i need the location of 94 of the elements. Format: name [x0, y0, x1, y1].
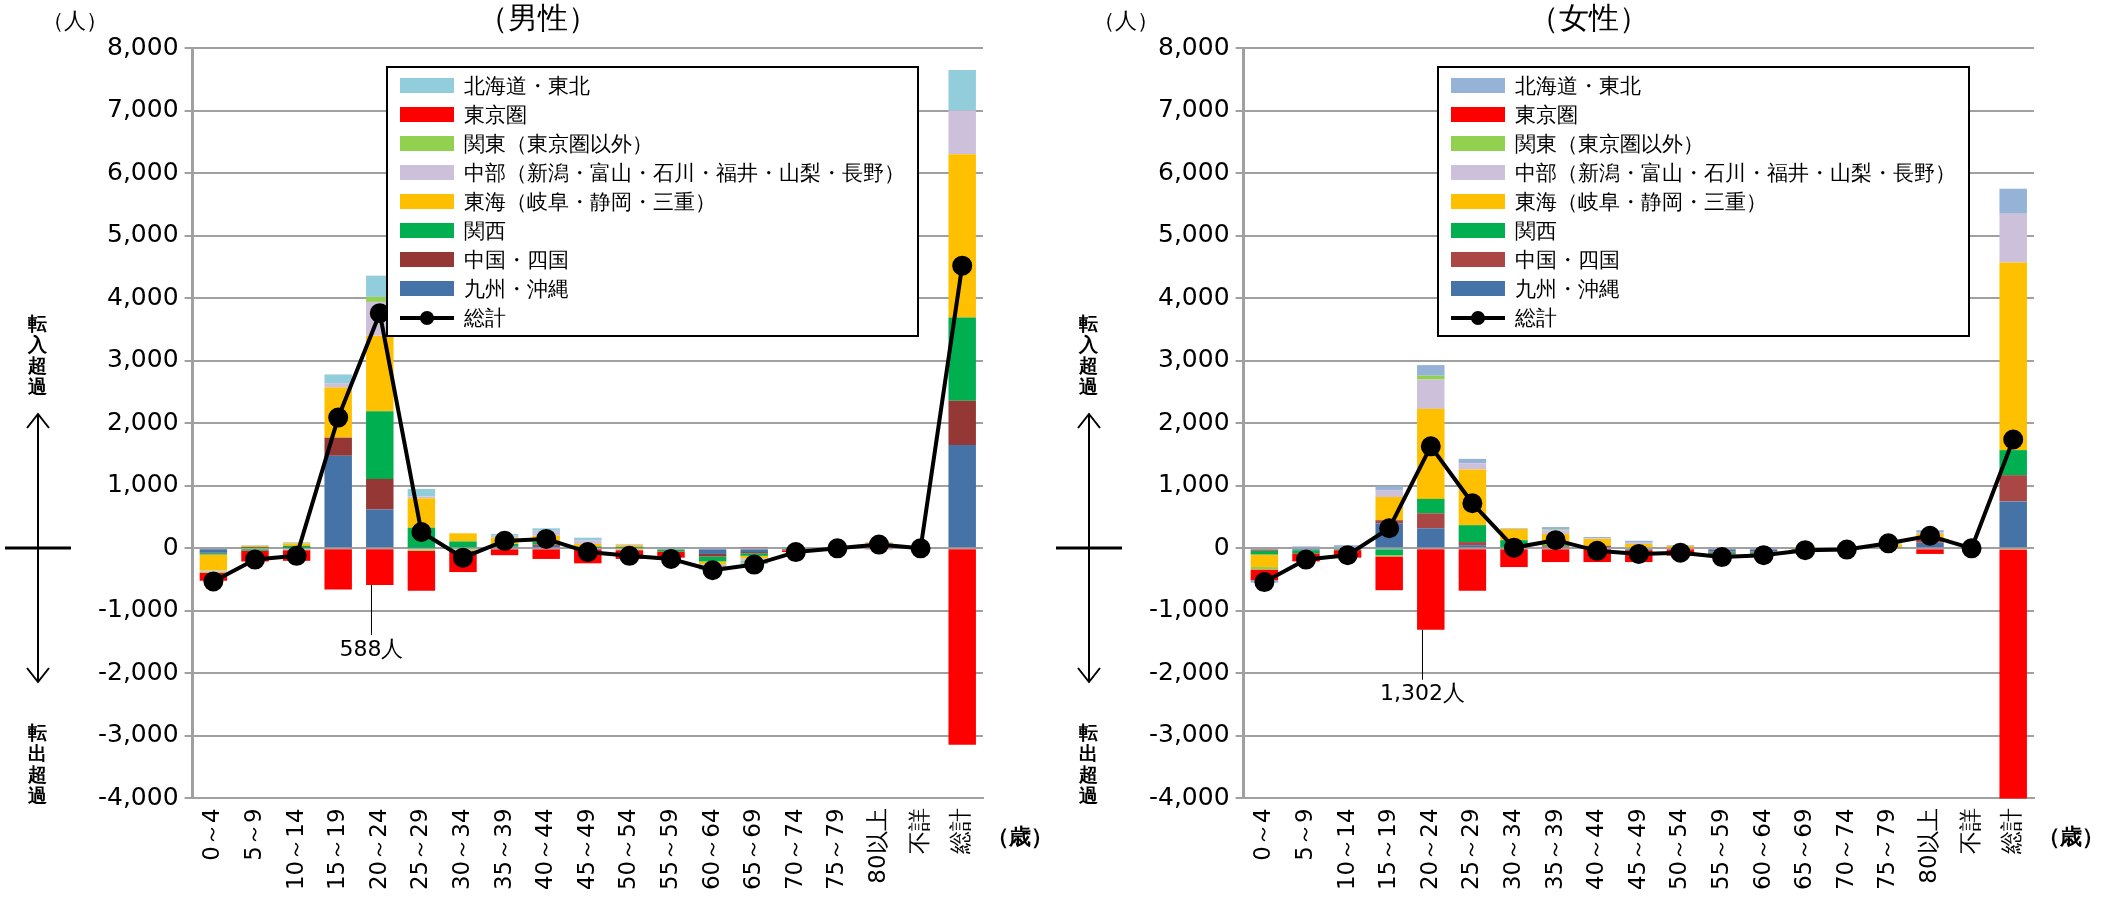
y-tick-label: 8,000: [1158, 31, 1230, 61]
legend-label: 東海（岐阜・静岡・三重）: [463, 188, 716, 216]
y-tick-label: 1,000: [107, 469, 179, 499]
x-tick-label: 40～44: [1582, 808, 1609, 891]
x-tick-label: 5～9: [1290, 808, 1317, 861]
legend-label: 関東（東京圏以外）: [463, 130, 653, 158]
y-tick-label: 8,000: [107, 31, 179, 61]
x-tick-label: 50～54: [614, 808, 641, 891]
x-tick-label: 15～19: [1374, 808, 1401, 891]
y-tick-label: 0: [1213, 531, 1230, 561]
y-tick-label: 1,000: [1158, 469, 1230, 499]
legend-label: 東海（岐阜・静岡・三重）: [1514, 188, 1767, 216]
legend-label: 中部（新潟・富山・石川・福井・山梨・長野）: [1514, 159, 1956, 187]
x-tick-label: 0～4: [198, 808, 225, 861]
chart-title: （男性）: [477, 0, 598, 35]
y-tick-label: 2,000: [1158, 406, 1230, 436]
x-tick-label: 30～34: [1498, 808, 1525, 891]
x-tick-label: 80以上: [863, 808, 890, 884]
legend-label: 九州・沖縄: [1514, 275, 1620, 303]
x-tick-label: 不詳: [905, 808, 932, 855]
x-tick-label: 50～54: [1665, 808, 1692, 891]
legend-label: 北海道・東北: [1514, 72, 1641, 100]
x-tick-label: 0～4: [1249, 808, 1276, 861]
x-tick-label: 10～14: [281, 808, 308, 891]
text: 転入超過: [26, 311, 48, 397]
x-tick-label: 総計: [1998, 808, 2025, 856]
y-tick-label: -3,000: [98, 719, 179, 749]
y-tick-label: 7,000: [1158, 94, 1230, 124]
y-tick-label: -2,000: [98, 656, 179, 686]
x-tick-label: 35～39: [1540, 808, 1567, 891]
legend-label: 中国・四国: [463, 246, 569, 274]
legend-label: 中国・四国: [1514, 246, 1620, 274]
y-tick-label: -4,000: [98, 781, 179, 811]
y-tick-label: 5,000: [107, 219, 179, 249]
text: 転出超過: [1077, 720, 1099, 806]
x-tick-label: 10～14: [1332, 808, 1359, 891]
legend-label: 中部（新潟・富山・石川・福井・山梨・長野）: [463, 159, 905, 187]
y-tick-label: 2,000: [107, 406, 179, 436]
x-tick-label: 40～44: [531, 808, 558, 891]
x-tick-label: 55～59: [1706, 808, 1733, 891]
x-tick-label: 70～74: [1831, 808, 1858, 891]
x-tick-label: 35～39: [489, 808, 516, 891]
x-tick-label: 75～79: [1873, 808, 1900, 891]
x-tick-label: 60～64: [1748, 808, 1775, 891]
legend-label: 関東（東京圏以外）: [1514, 130, 1704, 158]
x-tick-label: 70～74: [780, 808, 807, 891]
x-tick-label: 25～29: [1457, 808, 1484, 891]
x-tick-label: 45～49: [572, 808, 599, 891]
legend-label: 関西: [463, 217, 506, 245]
y-tick-label: -4,000: [1149, 781, 1230, 811]
legend-label: 九州・沖縄: [463, 275, 569, 303]
y-tick-label: 3,000: [1158, 344, 1230, 374]
y-tick-label: 4,000: [1158, 281, 1230, 311]
x-tick-label: 45～49: [1623, 808, 1650, 891]
x-tick-label: 30～34: [447, 808, 474, 891]
legend-label: 総計: [1514, 304, 1557, 332]
x-tick-label: 20～24: [364, 808, 391, 891]
y-axis-title: （人）: [1092, 7, 1159, 33]
y-axis-title: （人）: [41, 7, 108, 33]
y-tick-label: 7,000: [107, 94, 179, 124]
x-tick-label: 25～29: [406, 808, 433, 891]
x-tick-label: 65～69: [1790, 808, 1817, 891]
x-tick-label: 75～79: [822, 808, 849, 891]
y-tick-label: -3,000: [1149, 719, 1230, 749]
y-tick-label: -1,000: [98, 594, 179, 624]
annotation: 588人: [339, 635, 404, 661]
annotation: 1,302人: [1379, 680, 1465, 706]
x-tick-label: 80以上: [1914, 808, 1941, 884]
legend-label: 東京圏: [1514, 101, 1578, 129]
y-tick-label: 0: [162, 531, 179, 561]
text: 転出超過: [26, 720, 48, 806]
y-tick-label: 5,000: [1158, 219, 1230, 249]
text: 転入超過: [1077, 311, 1099, 397]
y-tick-label: 6,000: [1158, 156, 1230, 186]
x-tick-label: 60～64: [697, 808, 724, 891]
x-tick-label: 20～24: [1415, 808, 1442, 891]
legend-label: 関西: [1514, 217, 1557, 245]
x-axis-title: （歳）: [2038, 824, 2102, 850]
y-tick-label: 6,000: [107, 156, 179, 186]
x-tick-label: 不詳: [1956, 808, 1983, 855]
x-tick-label: 65～69: [739, 808, 766, 891]
x-tick-label: 55～59: [655, 808, 682, 891]
y-tick-label: -1,000: [1149, 594, 1230, 624]
y-tick-label: 4,000: [107, 281, 179, 311]
legend-label: 総計: [463, 304, 506, 332]
y-tick-label: 3,000: [107, 344, 179, 374]
x-tick-label: 5～9: [239, 808, 266, 861]
y-tick-label: -2,000: [1149, 656, 1230, 686]
x-tick-label: 総計: [947, 808, 974, 856]
x-axis-title: （歳）: [987, 824, 1053, 850]
x-tick-label: 15～19: [323, 808, 350, 891]
chart-title: （女性）: [1528, 0, 1649, 35]
legend-label: 北海道・東北: [463, 72, 590, 100]
legend-label: 東京圏: [463, 101, 527, 129]
